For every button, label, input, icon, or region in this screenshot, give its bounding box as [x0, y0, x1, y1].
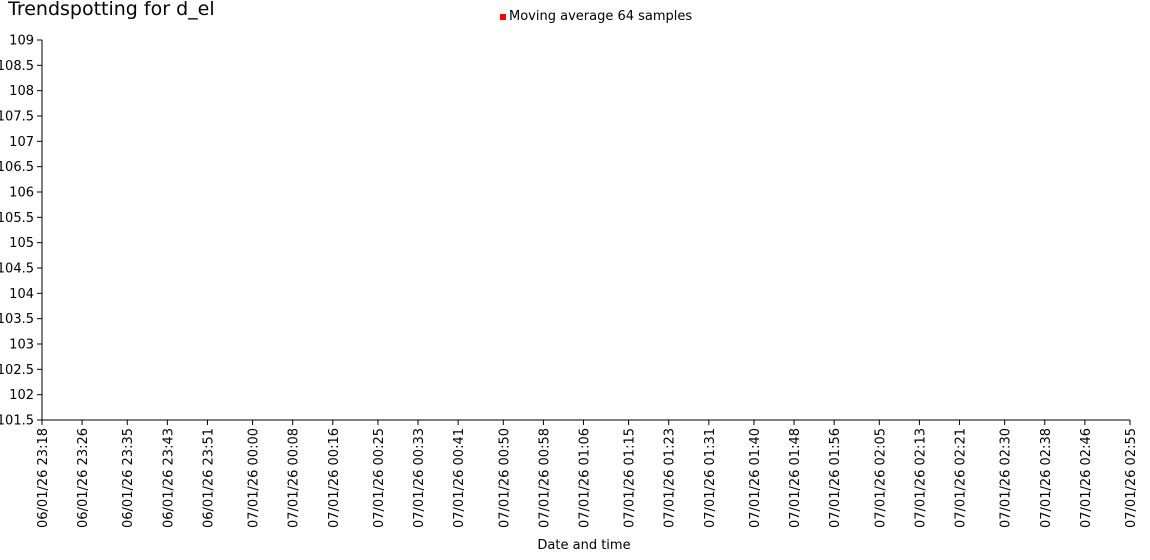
x-axis-label: Date and time [537, 538, 630, 553]
y-tick-label: 103 [9, 338, 34, 353]
x-tick-label: 06/01/26 23:43 [161, 428, 176, 528]
x-tick-label: 07/01/26 02:05 [873, 428, 888, 528]
x-tick-label: 07/01/26 00:33 [412, 428, 427, 528]
x-tick-label: 07/01/26 02:30 [999, 428, 1014, 528]
x-tick-label: 07/01/26 02:55 [1124, 428, 1139, 528]
y-tick-label: 106 [9, 186, 34, 201]
x-tick-label: 07/01/26 00:08 [287, 428, 302, 528]
x-tick-label: 06/01/26 23:26 [76, 428, 91, 528]
y-tick-label: 108.5 [0, 59, 34, 74]
x-tick-label: 06/01/26 23:35 [121, 428, 136, 528]
x-tick-label: 07/01/26 01:06 [577, 428, 592, 528]
x-tick-label: 07/01/26 01:23 [663, 428, 678, 528]
x-tick-label: 07/01/26 02:21 [954, 428, 969, 528]
y-tick-label: 105.5 [0, 211, 34, 226]
x-tick-label: 07/01/26 00:00 [247, 428, 262, 528]
y-tick-label: 107.5 [0, 110, 34, 125]
y-tick-label: 103.5 [0, 312, 34, 327]
y-tick-label: 105 [9, 236, 34, 251]
x-tick-label: 07/01/26 01:56 [828, 428, 843, 528]
y-axis: 101.5 102 102.5 103 103.5 104 104.5 105 105.5 106… [0, 34, 43, 429]
y-tick-label: 107 [9, 135, 34, 150]
x-tick-label: 07/01/26 00:25 [372, 428, 387, 528]
x-tick-label: 07/01/26 01:31 [703, 428, 718, 528]
x-tick-label: 07/01/26 02:13 [913, 428, 928, 528]
x-tick-label: 07/01/26 00:58 [537, 428, 552, 528]
legend: Moving average 64 samples [500, 9, 692, 24]
legend-label: Moving average 64 samples [509, 9, 693, 24]
y-tick-label: 104.5 [0, 262, 34, 277]
y-tick-label: 102 [9, 388, 34, 403]
x-tick-label: 06/01/26 23:51 [201, 428, 216, 528]
y-tick-label: 104 [9, 287, 34, 302]
y-tick-label: 102.5 [0, 363, 34, 378]
legend-swatch [500, 13, 506, 20]
x-tick-label: 07/01/26 02:46 [1079, 428, 1094, 528]
x-tick-label: 07/01/26 00:50 [497, 428, 512, 528]
x-tick-label: 07/01/26 01:15 [623, 428, 638, 528]
x-tick-label: 07/01/26 01:40 [748, 428, 763, 528]
x-tick-label: 07/01/26 02:38 [1039, 428, 1054, 528]
y-tick-label: 106.5 [0, 160, 34, 175]
x-axis: 06/01/26 23:18 06/01/26 23:26 06/01/26 23:… [36, 419, 1139, 528]
x-tick-label: 07/01/26 00:41 [452, 428, 467, 528]
chart-title: Trendspotting for d_el [8, 0, 215, 20]
y-tick-label: 101.5 [0, 414, 34, 429]
x-tick-label: 07/01/26 00:16 [327, 428, 342, 528]
y-tick-label: 108 [9, 84, 34, 99]
x-tick-label: 06/01/26 23:18 [36, 428, 51, 528]
x-tick-label: 07/01/26 01:48 [788, 428, 803, 528]
y-tick-label: 109 [9, 34, 34, 49]
